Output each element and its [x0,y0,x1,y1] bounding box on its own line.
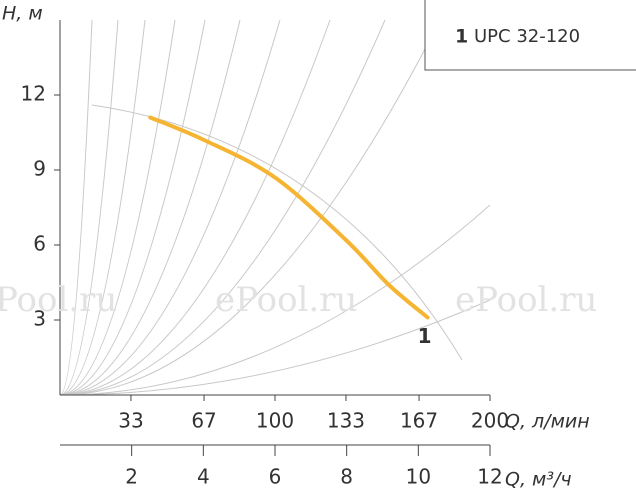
y-tick-label: 3 [33,307,46,331]
x2-tick-label: 8 [340,465,353,489]
x-tick-label: 100 [256,409,294,433]
x2-axis-label: Q, м³/ч [505,469,572,491]
x-tick-label: 67 [191,409,216,433]
watermark: ePool.ru [455,280,597,320]
x2-tick-label: 12 [477,465,502,489]
x-tick-label: 33 [118,409,143,433]
pump-curve [148,115,430,320]
x2-tick-label: 4 [197,465,210,489]
watermark: ePool.ru [215,280,357,320]
y-tick-label: 9 [33,157,46,181]
y-axis-label: H, м [2,3,43,25]
x-tick-label: 200 [471,409,509,433]
x2-tick-label: 2 [125,465,138,489]
x2-tick-label: 10 [406,465,431,489]
curve-label: 1 [418,324,432,348]
x-tick-label: 133 [327,409,365,433]
x-axis-label: Q, л/мин [505,411,590,433]
system-curves [59,19,491,396]
x2-tick-label: 6 [269,465,282,489]
legend-label: UPC 32-120 [474,26,580,47]
y-tick-label: 12 [21,82,46,106]
legend-box [424,0,636,71]
legend-number: 1 [455,26,468,48]
watermark: Pool.ru [0,280,117,320]
x-tick-label: 167 [400,409,438,433]
y-tick-label: 6 [33,232,46,256]
